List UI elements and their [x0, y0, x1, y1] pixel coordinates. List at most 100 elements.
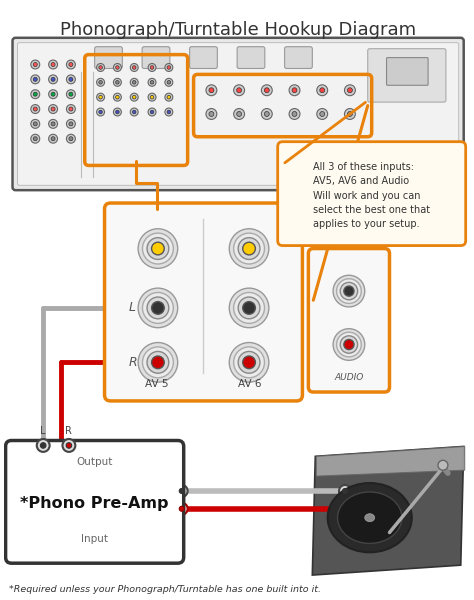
Circle shape [264, 112, 269, 116]
Circle shape [69, 122, 73, 126]
Circle shape [229, 343, 269, 382]
Circle shape [116, 80, 119, 84]
Circle shape [345, 109, 356, 119]
Circle shape [33, 122, 37, 126]
Circle shape [132, 80, 136, 84]
Circle shape [69, 62, 73, 67]
Circle shape [152, 242, 164, 255]
Circle shape [243, 242, 255, 255]
Circle shape [243, 356, 255, 368]
FancyBboxPatch shape [278, 142, 465, 245]
Circle shape [343, 488, 347, 493]
Text: R: R [65, 425, 73, 436]
FancyBboxPatch shape [12, 38, 464, 190]
Circle shape [337, 279, 361, 304]
Circle shape [69, 107, 73, 111]
Circle shape [261, 85, 272, 95]
Circle shape [99, 65, 102, 69]
Circle shape [33, 107, 37, 111]
Text: L: L [128, 301, 135, 314]
Circle shape [150, 65, 154, 69]
Circle shape [33, 77, 37, 82]
Circle shape [344, 340, 354, 350]
Circle shape [37, 439, 50, 452]
Text: AV 5: AV 5 [145, 379, 169, 389]
FancyBboxPatch shape [386, 58, 428, 85]
FancyBboxPatch shape [284, 47, 312, 68]
Circle shape [51, 77, 55, 82]
FancyBboxPatch shape [190, 47, 218, 68]
Circle shape [40, 443, 46, 448]
Circle shape [292, 112, 297, 116]
Circle shape [237, 88, 242, 92]
Circle shape [66, 119, 75, 128]
FancyBboxPatch shape [309, 248, 390, 392]
Circle shape [165, 108, 173, 116]
FancyBboxPatch shape [142, 47, 170, 68]
Circle shape [143, 233, 173, 264]
Circle shape [150, 95, 154, 99]
Circle shape [69, 92, 73, 96]
Circle shape [345, 85, 356, 95]
Circle shape [438, 460, 448, 470]
Circle shape [97, 93, 105, 101]
Circle shape [113, 79, 121, 86]
Circle shape [167, 80, 171, 84]
Circle shape [234, 292, 264, 323]
FancyBboxPatch shape [368, 49, 446, 102]
Circle shape [130, 79, 138, 86]
Circle shape [99, 95, 102, 99]
Circle shape [132, 65, 136, 69]
Circle shape [165, 93, 173, 101]
Circle shape [33, 62, 37, 67]
Circle shape [179, 506, 184, 511]
Text: AV 6: AV 6 [238, 379, 262, 389]
Circle shape [49, 119, 57, 128]
Circle shape [347, 112, 352, 116]
Circle shape [238, 238, 260, 259]
Circle shape [138, 288, 178, 328]
FancyBboxPatch shape [105, 203, 302, 401]
Circle shape [238, 352, 260, 373]
Text: L: L [162, 484, 170, 497]
Circle shape [138, 229, 178, 268]
Circle shape [179, 488, 184, 493]
Circle shape [116, 110, 119, 114]
Circle shape [143, 292, 173, 323]
Text: *Phono Pre-Amp: *Phono Pre-Amp [20, 496, 169, 511]
Circle shape [261, 109, 272, 119]
Circle shape [344, 286, 354, 296]
Polygon shape [316, 446, 465, 476]
Circle shape [209, 88, 214, 92]
Circle shape [229, 229, 269, 268]
FancyBboxPatch shape [18, 43, 459, 185]
Circle shape [143, 347, 173, 378]
Circle shape [234, 109, 245, 119]
Text: R: R [357, 502, 366, 515]
Circle shape [66, 60, 75, 69]
Circle shape [340, 283, 358, 300]
FancyBboxPatch shape [95, 47, 122, 68]
Circle shape [113, 108, 121, 116]
Circle shape [147, 297, 169, 319]
Circle shape [66, 90, 75, 98]
Circle shape [130, 64, 138, 71]
Circle shape [165, 64, 173, 71]
Circle shape [148, 64, 156, 71]
Circle shape [31, 104, 40, 113]
Circle shape [289, 85, 300, 95]
Circle shape [51, 122, 55, 126]
Circle shape [320, 88, 325, 92]
Circle shape [69, 137, 73, 141]
Circle shape [49, 60, 57, 69]
Polygon shape [312, 446, 464, 575]
Text: *Required unless your Phonograph/Turntable has one built into it.: *Required unless your Phonograph/Turntab… [9, 585, 320, 594]
Circle shape [147, 352, 169, 373]
Circle shape [130, 93, 138, 101]
Circle shape [347, 88, 352, 92]
Circle shape [113, 64, 121, 71]
Circle shape [33, 137, 37, 141]
Circle shape [33, 92, 37, 96]
Text: Phonograph/Turntable Hookup Diagram: Phonograph/Turntable Hookup Diagram [60, 21, 416, 39]
Circle shape [31, 119, 40, 128]
